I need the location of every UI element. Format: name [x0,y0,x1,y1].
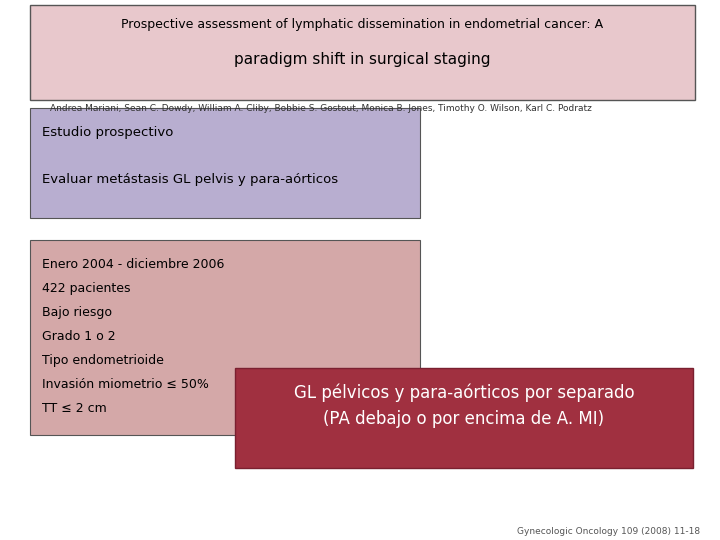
Text: Evaluar metástasis GL pelvis y para-aórticos: Evaluar metástasis GL pelvis y para-aórt… [42,173,338,186]
Text: Bajo riesgo: Bajo riesgo [42,306,112,319]
Text: Invasión miometrio ≤ 50%: Invasión miometrio ≤ 50% [42,378,209,391]
Text: GL pélvicos y para-aórticos por separado
(PA debajo o por encima de A. MI): GL pélvicos y para-aórticos por separado… [294,383,634,428]
Text: 422 pacientes: 422 pacientes [42,282,130,295]
FancyBboxPatch shape [30,240,420,435]
Text: Grado 1 o 2: Grado 1 o 2 [42,330,116,343]
Text: Gynecologic Oncology 109 (2008) 11-18: Gynecologic Oncology 109 (2008) 11-18 [517,527,700,536]
Text: Enero 2004 - diciembre 2006: Enero 2004 - diciembre 2006 [42,258,225,271]
FancyBboxPatch shape [30,5,695,100]
FancyBboxPatch shape [235,368,693,468]
Text: Prospective assessment of lymphatic dissemination in endometrial cancer: A: Prospective assessment of lymphatic diss… [122,18,603,31]
Text: paradigm shift in surgical staging: paradigm shift in surgical staging [234,52,491,67]
Text: Andrea Mariani, Sean C. Dowdy, William A. Cliby, Bobbie S. Gostout, Monica B. Jo: Andrea Mariani, Sean C. Dowdy, William A… [50,104,592,113]
Text: Estudio prospectivo: Estudio prospectivo [42,126,174,139]
FancyBboxPatch shape [30,108,420,218]
Text: Tipo endometrioide: Tipo endometrioide [42,354,164,367]
Text: TT ≤ 2 cm: TT ≤ 2 cm [42,402,107,415]
